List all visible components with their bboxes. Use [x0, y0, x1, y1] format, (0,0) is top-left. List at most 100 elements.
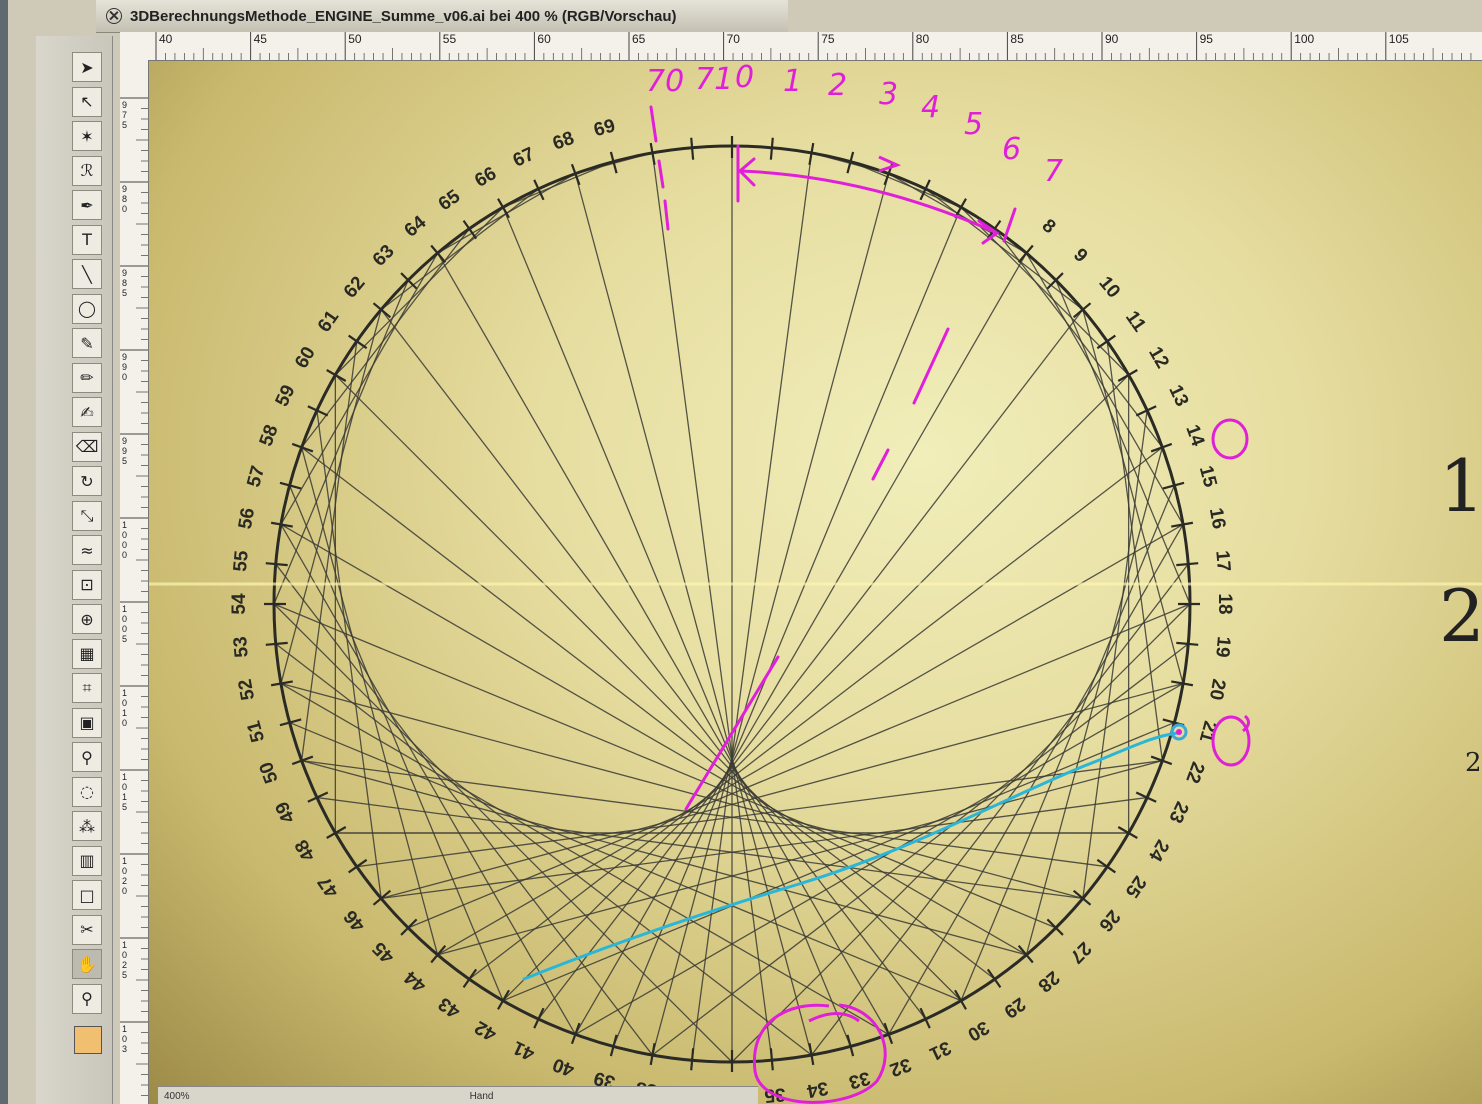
tick-mark — [326, 826, 347, 839]
handwritten-label: 6 — [1002, 132, 1021, 167]
tick-mark — [372, 889, 392, 906]
blend-tool[interactable]: ◌ — [72, 776, 102, 807]
tick-mark — [690, 137, 695, 160]
paintbrush-tool[interactable]: ✎ — [72, 328, 102, 358]
line-tool[interactable]: ╲ — [72, 259, 102, 289]
string-line — [502, 207, 852, 1047]
tick-mark — [649, 142, 656, 165]
fill-stroke-swatch[interactable] — [74, 1026, 102, 1054]
tick-mark — [1135, 791, 1157, 803]
shape-builder-icon: ⊕ — [80, 609, 94, 629]
string-line — [280, 524, 576, 1035]
scale-tool[interactable]: ⤡ — [72, 500, 102, 531]
point-number-label: 34 — [805, 1077, 830, 1101]
document-tab[interactable]: 3DBerechnungsMethode_ENGINE_Summe_v06.ai… — [96, 0, 788, 33]
column-graph-icon: ▥ — [79, 851, 95, 870]
tick-mark — [954, 198, 967, 219]
gradient-tool[interactable]: ▣ — [72, 707, 102, 738]
type-tool[interactable]: T — [72, 224, 102, 255]
string-line — [407, 603, 1191, 929]
handwritten-annotations: 70 71 0 1 2 3 4 567 — [646, 61, 1251, 1104]
document-title: 3DBerechnungsMethode_ENGINE_Summe_v06.ai… — [130, 7, 677, 25]
ruler-label: 7 — [122, 110, 127, 120]
close-icon[interactable] — [106, 8, 122, 24]
point-number-label: 60 — [291, 343, 320, 372]
ruler-label: 55 — [443, 32, 457, 46]
ruler-label: 2 — [122, 960, 127, 970]
tick-mark — [919, 1007, 931, 1029]
handwritten-label: 4 — [921, 90, 940, 125]
ruler-label: 1 — [122, 520, 127, 530]
blob-brush-tool[interactable]: ✍ — [72, 397, 102, 427]
tick-mark — [265, 562, 288, 567]
hand-tool[interactable]: ✋ — [72, 949, 102, 979]
ruler-label: 0 — [122, 1034, 127, 1044]
string-line — [301, 760, 1108, 868]
tick-mark — [1176, 641, 1199, 646]
ruler-label: 1 — [122, 688, 127, 698]
eraser-tool[interactable]: ⌫ — [72, 431, 102, 462]
ruler-label: 5 — [122, 634, 127, 644]
tick-mark — [1117, 369, 1138, 382]
pencil-tool[interactable]: ✏ — [72, 362, 102, 393]
tick-mark — [270, 521, 293, 528]
ruler-label: 80 — [916, 32, 930, 46]
string-line — [380, 682, 1184, 900]
point-number-label: 14 — [1181, 422, 1208, 449]
column-graph-tool[interactable]: ▥ — [72, 845, 102, 876]
string-line — [301, 446, 996, 980]
direct-selection-tool[interactable]: ↖ — [72, 86, 102, 117]
side-glyph: 1 — [1439, 444, 1482, 528]
symbol-sprayer-tool[interactable]: ⁂ — [72, 811, 102, 841]
tick-mark — [307, 405, 329, 417]
point-number-label: 25 — [1121, 872, 1151, 902]
ellipse-tool[interactable]: ◯ — [72, 293, 102, 324]
slice-tool[interactable]: ✂ — [72, 914, 102, 945]
selection-tool[interactable]: ➤ — [72, 52, 102, 82]
string-line — [380, 309, 927, 1020]
ruler-label: 9 — [122, 268, 127, 278]
lasso-tool[interactable]: ℛ — [72, 155, 102, 186]
tick-mark — [265, 641, 288, 646]
tick-mark — [1150, 442, 1173, 453]
perspective-grid-tool[interactable]: ▦ — [72, 638, 102, 669]
artboard-tool[interactable]: □ — [72, 880, 102, 910]
ellipse-icon: ◯ — [78, 299, 96, 318]
string-line — [437, 760, 1163, 956]
circle-21 — [1211, 715, 1251, 767]
point-number-label: 49 — [272, 798, 300, 826]
eyedropper-tool[interactable]: ⚲ — [72, 742, 102, 772]
ruler-label: 70 — [727, 32, 741, 46]
point-number-label: 66 — [471, 163, 500, 192]
string-line — [289, 721, 962, 1002]
string-line — [289, 485, 504, 1001]
string-line — [468, 446, 1163, 980]
string-line — [300, 341, 358, 761]
warp-tool[interactable]: ≈ — [72, 535, 102, 565]
string-line — [381, 796, 1148, 900]
tick-mark — [1046, 918, 1064, 936]
point-number-label: 41 — [509, 1036, 537, 1064]
horizontal-ruler[interactable]: 40 45 50 55 60 65 70 75 80 85 90 95 100 105 — [120, 32, 1482, 61]
pen-tool[interactable]: ✒ — [72, 190, 102, 220]
zoom-level[interactable]: 400% — [164, 1090, 190, 1102]
tick-mark — [1072, 302, 1092, 319]
tick-mark — [1150, 755, 1173, 766]
point-number-label: 16 — [1205, 506, 1229, 530]
magic-wand-tool[interactable]: ✶ — [72, 121, 102, 151]
tick-mark — [533, 1007, 545, 1029]
string-line — [691, 152, 813, 1061]
mesh-tool[interactable]: ⌗ — [72, 673, 102, 703]
zoom-tool[interactable]: ⚲ — [72, 983, 102, 1014]
shape-builder-tool[interactable]: ⊕ — [72, 604, 102, 634]
point-21-marker — [1170, 723, 1188, 741]
free-transform-tool[interactable]: ⊡ — [72, 569, 102, 600]
rotate-tool[interactable]: ↻ — [72, 466, 102, 496]
string-line — [301, 228, 470, 448]
string-line — [380, 188, 539, 311]
tick-mark — [808, 142, 815, 165]
artboard-canvas[interactable]: 8 9 10 11 12 13 14 15 16 17 18 19 20 21 22 23 24 25 26 27 28… — [149, 61, 1482, 1104]
string-line — [356, 760, 1163, 868]
string-line — [316, 796, 1083, 900]
